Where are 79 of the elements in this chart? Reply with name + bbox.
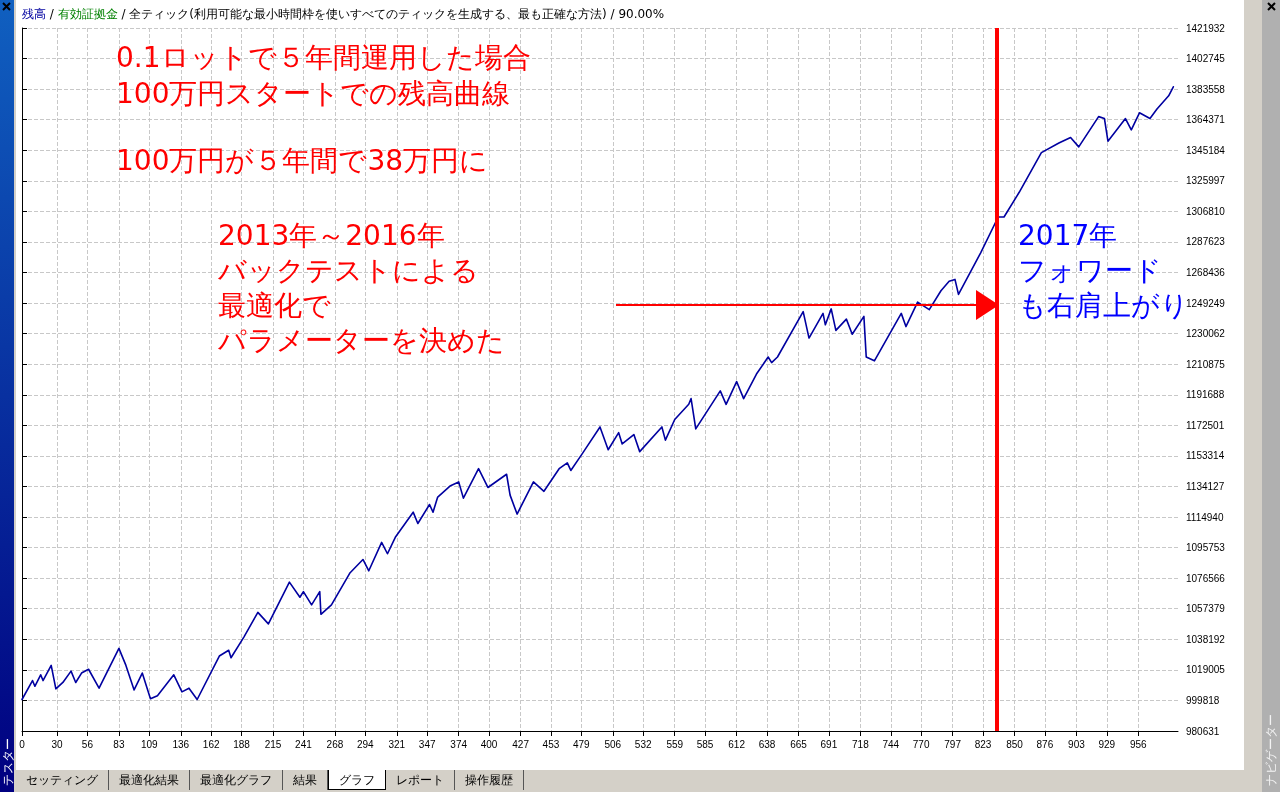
x-tick-label: 638 [758,738,776,750]
annotation: 100万円が５年間で38万円に [116,144,489,178]
x-tick-label: 215 [264,738,282,750]
text: 100万円スタートでの残高曲線 [116,77,511,111]
y-tick-label: 1153314 [1186,450,1225,462]
x-tick-label: 691 [820,738,838,750]
text: 操作履歴 [455,770,524,790]
y-tick-label: 1364371 [1186,114,1226,126]
x-tick-label: 876 [1036,738,1054,750]
x-tick-label: 718 [852,738,870,750]
x-tick-label: 56 [81,738,94,750]
annotation: バックテストによる [218,254,479,288]
text: 0.1ロットで５年間運用した場合 [116,41,531,75]
x-tick-label: 612 [728,738,746,750]
y-tick-label: 1038192 [1186,633,1226,645]
x-tick-label: 162 [202,738,220,750]
text: ナビゲーター [1263,714,1279,786]
text: セッティング [16,770,109,790]
x-tick-label: 823 [974,738,992,750]
text: 結果 [283,770,328,790]
x-tick-label: 797 [944,738,962,750]
text: 最適化グラフ [190,770,283,790]
y-tick-label: 1325997 [1186,175,1226,187]
y-tick-label: 1114940 [1186,511,1224,523]
y-tick-label: 1057379 [1186,603,1226,615]
text: 残高 / 有効証拠金 / 全ティック(利用可能な最小時間枠を使いすべてのティックを生成する、最も正確な方法) / 90.00% [22,7,665,21]
y-tick-label: 1095753 [1186,542,1226,554]
annotation: フォワード [1018,254,1162,288]
x-tick-label: 0 [19,738,26,750]
y-tick-label: 1210875 [1186,358,1226,370]
x-tick-label: 744 [882,738,900,750]
x-tick-label: 241 [295,738,313,750]
y-tick-label: 1306810 [1186,205,1226,217]
y-tick-label: 1402745 [1186,53,1226,65]
x-tick-label: 850 [1006,738,1024,750]
text: テスター [0,738,16,786]
x-tick-label: 956 [1129,738,1148,750]
annotation: 2017年 [1018,219,1118,253]
y-tick-label: 1230062 [1186,328,1226,340]
y-tick-label: 1268436 [1186,267,1226,279]
x-tick-label: 400 [480,738,498,750]
x-tick-label: 479 [572,738,591,750]
x-tick-label: 532 [634,738,652,750]
x-tick-label: 30 [51,738,64,750]
x-tick-label: 321 [388,738,406,750]
x-tick-label: 665 [790,738,808,750]
y-tick-label: 1249249 [1186,297,1226,309]
x-tick-label: 268 [326,738,344,750]
x-tick-label: 109 [140,738,159,750]
x-tick-label: 427 [512,738,530,750]
x-tick-label: 903 [1068,738,1086,750]
x-tick-label: 83 [113,738,125,750]
y-tick-label: 1134127 [1186,480,1225,492]
x-tick-label: 136 [172,738,190,750]
x-tick-label: 506 [604,738,622,750]
x-tick-label: 585 [696,738,714,750]
y-tick-label: 1287623 [1186,236,1226,248]
annotation: 2013年～2016年 [218,219,445,253]
y-tick-label: 1383558 [1186,83,1226,95]
annotation: パラメーターを決めた [218,324,505,358]
text: 最適化結果 [109,770,190,790]
y-tick-label: 1421932 [1186,22,1226,34]
y-tick-label: 980631 [1186,725,1220,737]
y-tick-label: 999818 [1186,694,1220,706]
y-tick-label: 1019005 [1186,664,1226,676]
x-tick-label: 559 [666,738,684,750]
y-tick-label: 1345184 [1186,144,1226,156]
x-tick-label: 188 [233,738,251,750]
x-tick-label: 770 [912,738,930,750]
x-tick-label: 347 [418,738,436,750]
y-tick-label: 1172501 [1186,419,1225,431]
annotation: 最適化で [218,289,331,323]
y-tick-label: 1191688 [1186,389,1225,401]
text: レポート [386,770,455,790]
x-tick-label: 929 [1098,738,1116,750]
y-tick-label: 1076566 [1186,572,1226,584]
x-tick-label: 453 [542,738,560,750]
x-tick-label: 374 [450,738,468,750]
x-tick-label: 294 [356,738,375,750]
